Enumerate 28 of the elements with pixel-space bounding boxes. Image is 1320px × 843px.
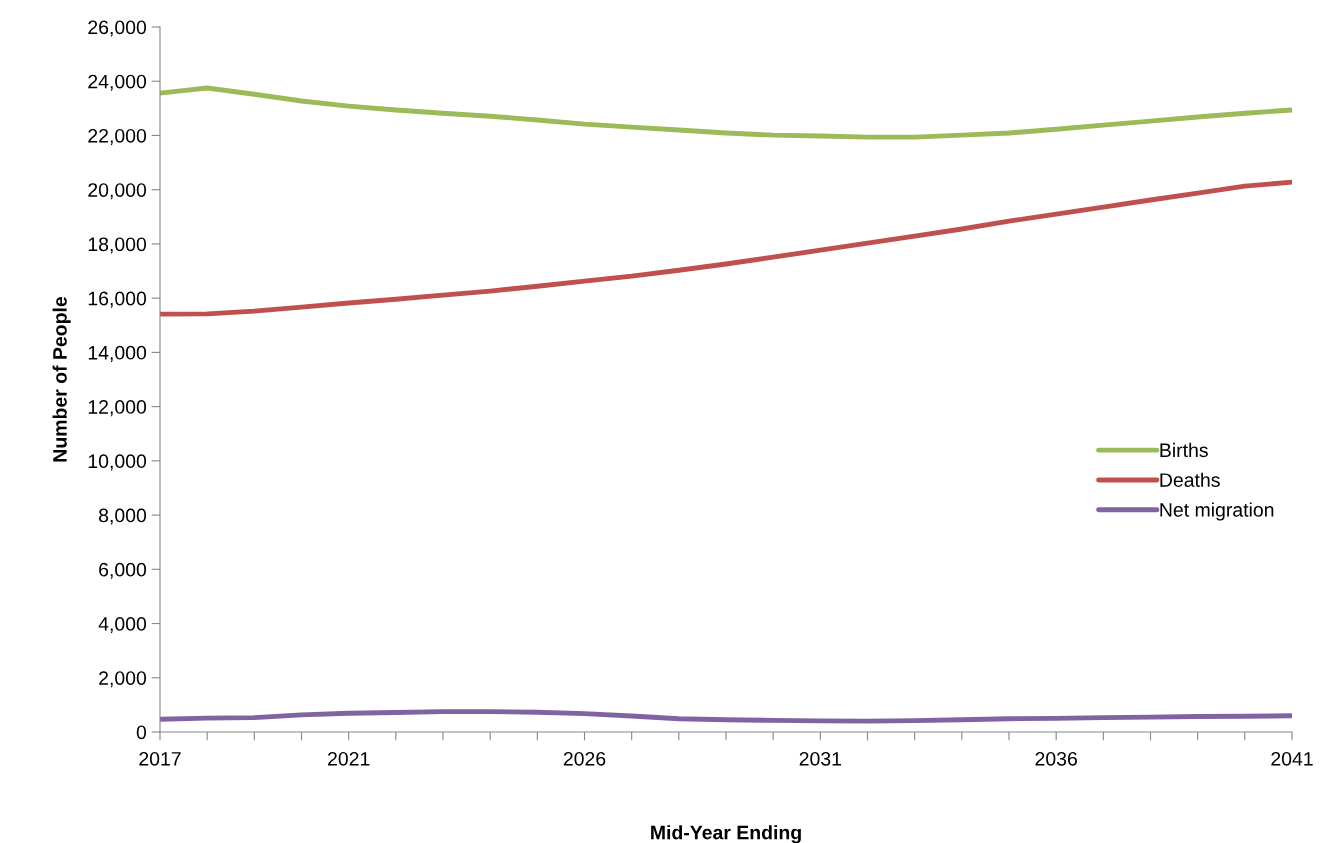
- legend-label: Births: [1160, 442, 1208, 458]
- y-tick-label: 18,000: [88, 237, 147, 254]
- y-tick-label: 4,000: [98, 617, 147, 634]
- x-tick-label: 2026: [563, 751, 606, 766]
- y-tick-label: 22,000: [88, 128, 147, 145]
- x-tick-label: 2031: [799, 751, 842, 766]
- y-axis-title: Number of People: [52, 296, 71, 462]
- y-tick-label: 24,000: [88, 74, 147, 91]
- y-tick-label: 2,000: [99, 671, 147, 688]
- legend-label: Deaths: [1160, 472, 1220, 487]
- line-series: [160, 85, 1292, 140]
- x-tick-label: 2041: [1271, 751, 1313, 766]
- line-series: [160, 709, 1292, 724]
- y-tick-label: 12,000: [88, 400, 147, 417]
- y-tick-label: 8,000: [99, 508, 147, 525]
- x-tick-label: 2017: [139, 751, 181, 766]
- x-axis-title: Mid-Year Ending: [651, 825, 801, 843]
- y-tick-label: 26,000: [88, 20, 147, 37]
- x-tick-label: 2036: [1035, 751, 1077, 766]
- line-series: [160, 179, 1292, 317]
- y-tick-label: 10,000: [88, 454, 147, 471]
- x-tick-label: 2021: [328, 751, 370, 766]
- y-tick-label: 14,000: [88, 345, 147, 362]
- legend-label: Net migration: [1160, 502, 1274, 521]
- y-tick-label: 20,000: [88, 183, 147, 200]
- y-tick-label: 6,000: [99, 562, 147, 579]
- y-tick-label: 0: [136, 725, 147, 740]
- y-tick-label: 16,000: [88, 291, 147, 308]
